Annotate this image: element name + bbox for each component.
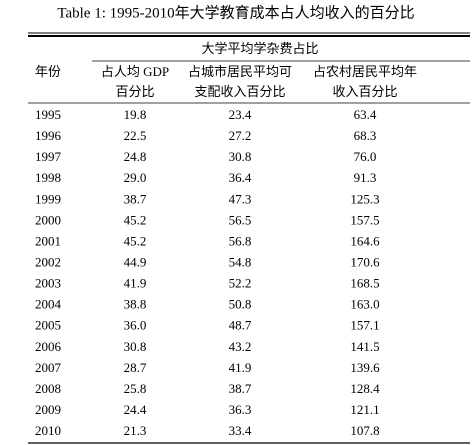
column-header: 百分比 [115, 84, 154, 99]
year-cell: 2004 [35, 297, 62, 312]
value-cell: 23.4 [229, 107, 252, 122]
value-cell: 54.8 [229, 254, 252, 269]
value-cell: 128.4 [350, 381, 380, 396]
value-cell: 30.8 [124, 339, 147, 354]
value-cell: 107.8 [350, 423, 379, 438]
value-cell: 56.8 [229, 233, 252, 248]
column-header: 占人均 GDP [101, 64, 169, 79]
group-header: 大学平均学杂费占比 [201, 41, 318, 56]
value-cell: 33.4 [229, 423, 252, 438]
value-cell: 25.8 [124, 381, 147, 396]
value-cell: 30.8 [229, 149, 252, 164]
year-cell: 2008 [35, 381, 61, 396]
value-cell: 29.0 [124, 170, 147, 185]
value-cell: 125.3 [350, 191, 379, 206]
year-cell: 2005 [35, 318, 61, 333]
value-cell: 48.7 [229, 318, 252, 333]
value-cell: 41.9 [124, 276, 147, 291]
year-cell: 2010 [35, 423, 61, 438]
value-cell: 157.5 [350, 212, 379, 227]
year-cell: 2003 [35, 276, 61, 291]
value-cell: 121.1 [350, 402, 379, 417]
table-title: Table 1: 1995-2010年大学教育成本占人均收入的百分比 [57, 4, 414, 21]
value-cell: 45.2 [124, 212, 147, 227]
value-cell: 141.5 [350, 339, 379, 354]
value-cell: 50.8 [229, 297, 252, 312]
year-cell: 2006 [35, 339, 62, 354]
year-cell: 1995 [35, 107, 61, 122]
year-cell: 1999 [35, 191, 61, 206]
value-cell: 56.5 [229, 212, 252, 227]
value-cell: 19.8 [124, 107, 147, 122]
value-cell: 38.7 [229, 381, 252, 396]
year-header: 年份 [35, 64, 61, 79]
value-cell: 24.8 [124, 149, 147, 164]
value-cell: 76.0 [354, 149, 377, 164]
value-cell: 21.3 [124, 423, 147, 438]
value-cell: 168.5 [350, 276, 379, 291]
value-cell: 170.6 [350, 254, 380, 269]
value-cell: 163.0 [350, 297, 379, 312]
year-cell: 2009 [35, 402, 61, 417]
value-cell: 38.7 [124, 191, 147, 206]
value-cell: 24.4 [124, 402, 147, 417]
value-cell: 139.6 [350, 360, 380, 375]
year-cell: 1998 [35, 170, 61, 185]
value-cell: 43.2 [229, 339, 252, 354]
value-cell: 38.8 [124, 297, 147, 312]
year-cell: 2000 [35, 212, 61, 227]
value-cell: 157.1 [350, 318, 379, 333]
year-cell: 1997 [35, 149, 62, 164]
year-cell: 2002 [35, 254, 61, 269]
value-cell: 45.2 [124, 233, 147, 248]
column-header: 支配收入百分比 [194, 84, 285, 99]
year-cell: 1996 [35, 128, 62, 143]
value-cell: 68.3 [354, 128, 377, 143]
value-cell: 91.3 [354, 170, 377, 185]
value-cell: 44.9 [124, 254, 147, 269]
value-cell: 63.4 [354, 107, 377, 122]
value-cell: 36.3 [229, 402, 252, 417]
value-cell: 36.0 [124, 318, 147, 333]
value-cell: 27.2 [229, 128, 252, 143]
value-cell: 41.9 [229, 360, 252, 375]
value-cell: 164.6 [350, 233, 380, 248]
value-cell: 47.3 [229, 191, 252, 206]
year-cell: 2007 [35, 360, 62, 375]
year-cell: 2001 [35, 233, 61, 248]
value-cell: 28.7 [124, 360, 147, 375]
value-cell: 52.2 [229, 276, 252, 291]
column-header: 收入百分比 [332, 84, 397, 99]
value-cell: 36.4 [229, 170, 252, 185]
column-header: 占农村居民平均年 [313, 64, 417, 79]
value-cell: 22.5 [124, 128, 147, 143]
column-header: 占城市居民平均可 [188, 64, 292, 79]
